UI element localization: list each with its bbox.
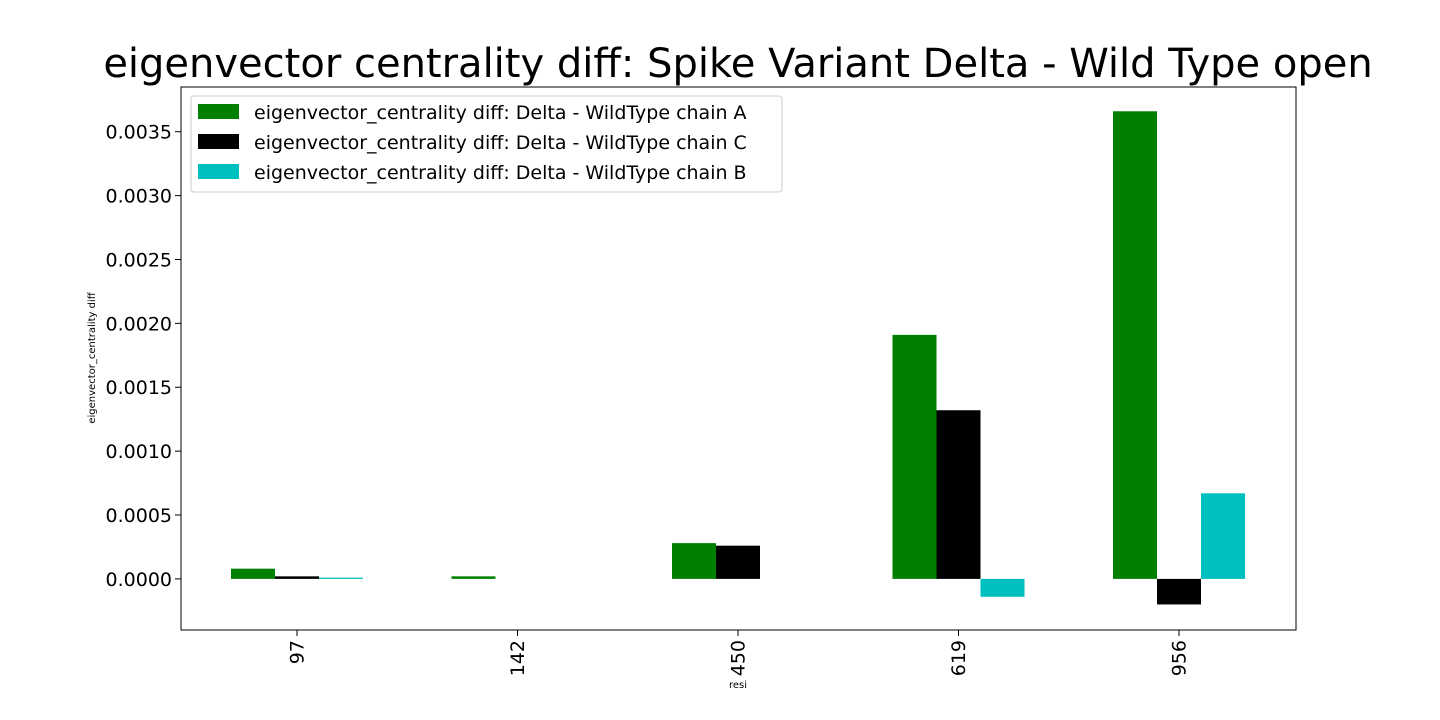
- legend-label: eigenvector_centrality diff: Delta - Wil…: [254, 102, 747, 124]
- bar-series-2-97: [275, 576, 319, 579]
- bar-series-2-450: [716, 545, 760, 579]
- legend-label: eigenvector_centrality diff: Delta - Wil…: [254, 162, 747, 184]
- y-tick-label: 0.0025: [106, 249, 172, 271]
- y-axis-label: eigenvector_centrality diff: [87, 291, 98, 423]
- y-tick-label: 0.0035: [106, 122, 172, 144]
- legend-box: [190, 95, 783, 193]
- bar-series-3-619: [980, 578, 1025, 597]
- bar-series-1-450: [672, 543, 716, 579]
- y-tick-label: 0.0000: [106, 569, 172, 591]
- bar-series-3-97: [319, 577, 363, 579]
- legend-label: eigenvector_centrality diff: Delta - Wil…: [254, 132, 747, 154]
- bar-series-1-619: [892, 334, 937, 579]
- y-tick-label: 0.0010: [106, 441, 172, 463]
- bar-series-1-956: [1113, 111, 1157, 579]
- y-tick-label: 0.0030: [106, 186, 172, 208]
- x-tick-label: 450: [728, 640, 750, 676]
- x-tick-label: 956: [1169, 640, 1191, 676]
- legend-swatch: [198, 134, 239, 149]
- bar-series-2-956: [1157, 578, 1201, 605]
- y-tick-label: 0.0015: [106, 377, 172, 399]
- bar-series-1-97: [231, 568, 275, 579]
- chart-title: eigenvector centrality diff: Spike Varia…: [103, 41, 1372, 87]
- plot-area-frame: [180, 86, 1297, 631]
- x-tick-label: 142: [507, 640, 529, 676]
- legend-swatch: [198, 104, 239, 119]
- y-tick-label: 0.0005: [106, 505, 172, 527]
- y-tick-label: 0.0020: [106, 313, 172, 335]
- x-axis-label: resi: [729, 680, 747, 691]
- bar-series-1-142: [451, 576, 496, 579]
- legend: eigenvector_centrality diff: Delta - Wil…: [190, 95, 783, 193]
- y-axis: 0.0000 0.0005 0.0010 0.0015 0.0020 0.0025 0.00…: [106, 122, 181, 591]
- x-axis: 97 142 450 619 956: [287, 630, 1191, 676]
- bar-series-2-619: [936, 410, 981, 579]
- bar-series-3-956: [1201, 493, 1245, 579]
- x-tick-label: 97: [287, 640, 309, 664]
- x-tick-label: 619: [948, 640, 970, 676]
- legend-swatch: [198, 164, 239, 179]
- bars-group: [231, 111, 1245, 605]
